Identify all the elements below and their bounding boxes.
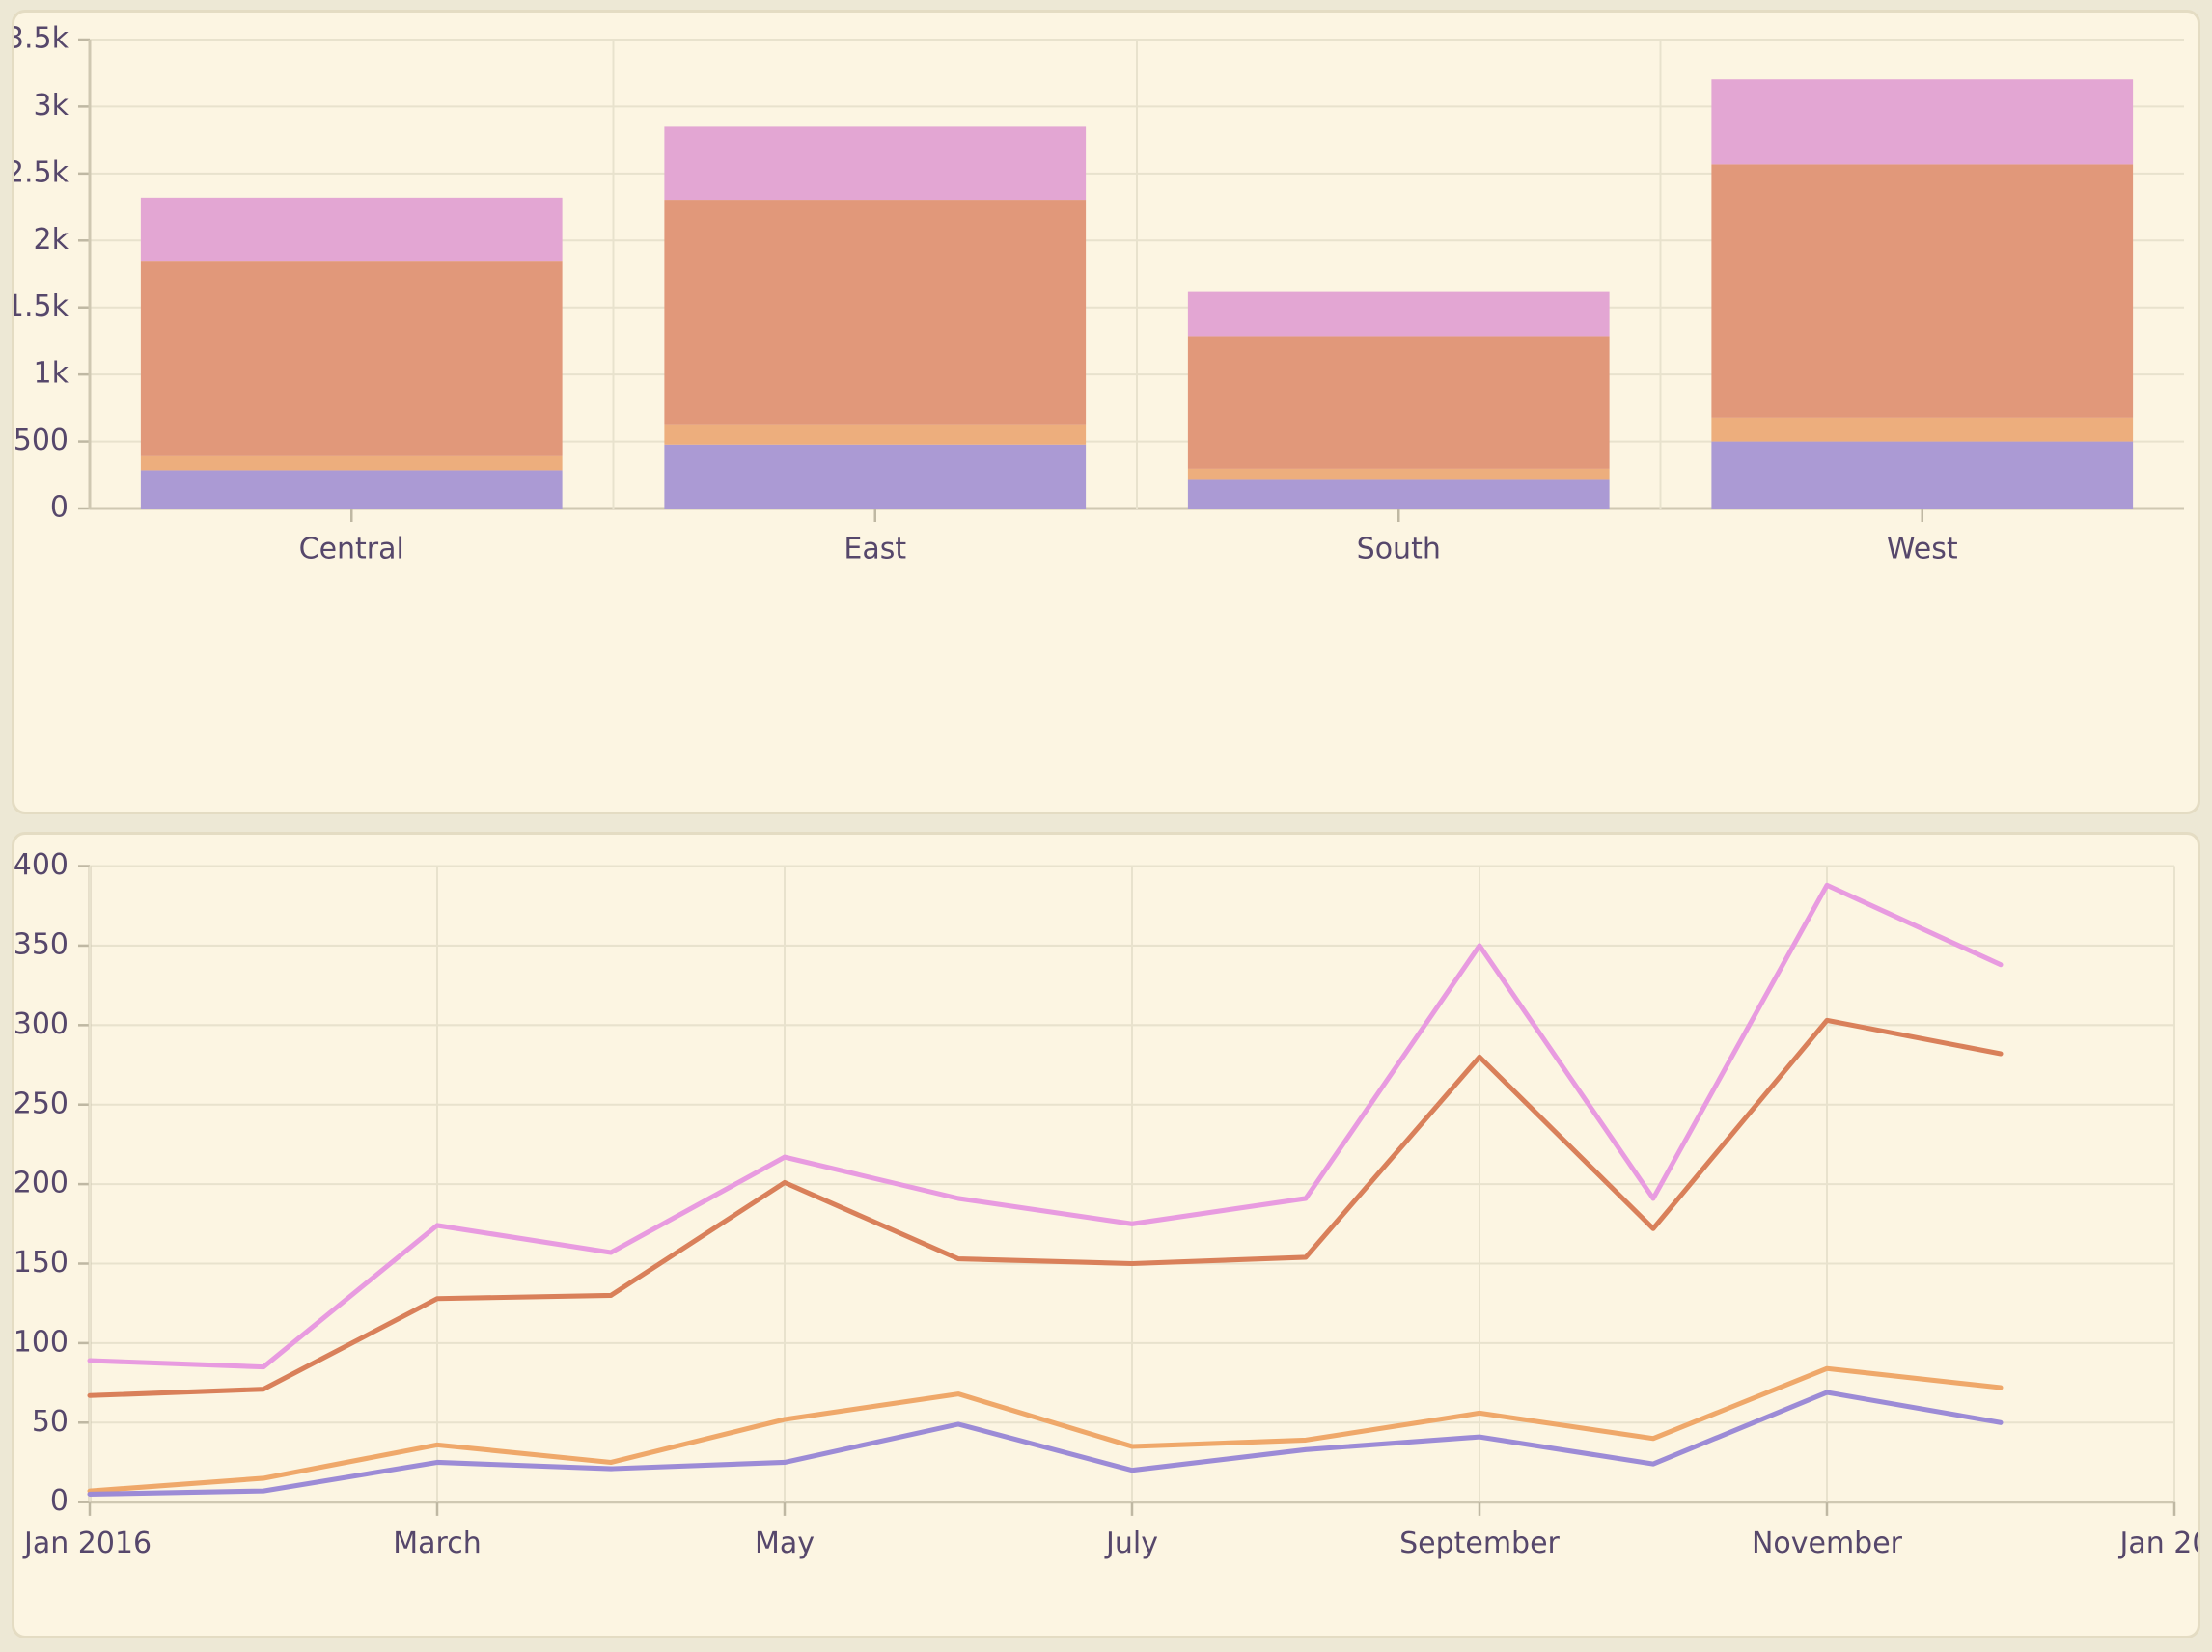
bar-segment[interactable] bbox=[664, 200, 1087, 425]
line-series[interactable] bbox=[87, 1390, 2004, 1497]
line-y-tick-label: 300 bbox=[14, 1007, 69, 1041]
bar-segment[interactable] bbox=[664, 126, 1087, 201]
bar-y-tick-label: 500 bbox=[14, 424, 69, 457]
bar-x-tick-label: East bbox=[843, 533, 906, 566]
bar-segment[interactable] bbox=[1711, 441, 2134, 509]
bar-segment[interactable] bbox=[1187, 336, 1610, 469]
bar-segment[interactable] bbox=[140, 470, 563, 509]
line-x-tick-label: Jan 2016 bbox=[22, 1527, 152, 1560]
line-y-tick-label: 0 bbox=[50, 1484, 69, 1518]
line-y-tick-label: 200 bbox=[14, 1166, 69, 1199]
bar-y-tick-label: 2k bbox=[34, 223, 69, 257]
monthly-line-chart[interactable]: 0 50 100 150 200 250 300 350 400 Jan 2016 March May… bbox=[14, 835, 2198, 1636]
bar-stack[interactable] bbox=[1187, 291, 1610, 509]
line-y-tick-label: 100 bbox=[14, 1325, 69, 1359]
line-x-tick-label: May bbox=[755, 1527, 815, 1560]
bar-segment[interactable] bbox=[664, 444, 1087, 509]
line-x-tick-label: Jan 201 bbox=[2118, 1527, 2198, 1560]
line-y-tick-label: 350 bbox=[14, 927, 69, 961]
line-x-tick-label: November bbox=[1752, 1527, 1903, 1560]
line-chart-panel: 0 50 100 150 200 250 300 350 400 Jan 2016 March May… bbox=[12, 832, 2200, 1638]
bar-stack[interactable] bbox=[1711, 79, 2134, 509]
bar-y-tick-label: 2.5k bbox=[14, 155, 69, 189]
bar-segment[interactable] bbox=[1711, 164, 2134, 418]
bar-x-tick-label: West bbox=[1887, 533, 1958, 566]
bar-y-tick-label: 1.5k bbox=[14, 289, 69, 323]
stacked-bar-chart-panel: 0 500 1k 1.5k 2k 2.5k 3k 3.5k Central East South We… bbox=[12, 10, 2200, 814]
bar-segment[interactable] bbox=[1187, 291, 1610, 337]
bar-y-tick-label: 3k bbox=[34, 89, 69, 123]
line-series[interactable] bbox=[87, 1017, 2004, 1398]
line-x-tick-label: March bbox=[393, 1527, 481, 1560]
line-series[interactable] bbox=[87, 1365, 2004, 1494]
bar-segment[interactable] bbox=[140, 261, 563, 456]
line-y-tick-label: 400 bbox=[14, 848, 69, 882]
bar-segment[interactable] bbox=[1187, 479, 1610, 509]
bar-x-tick-label: Central bbox=[299, 533, 404, 566]
line-series[interactable] bbox=[87, 882, 2004, 1370]
bar-x-tick-label: South bbox=[1357, 533, 1441, 566]
stacked-bar-chart[interactable]: 0 500 1k 1.5k 2k 2.5k 3k 3.5k Central East South We… bbox=[14, 13, 2198, 812]
bar-stack[interactable] bbox=[140, 197, 563, 509]
bar-segment[interactable] bbox=[664, 424, 1087, 445]
bar-segment[interactable] bbox=[1187, 468, 1610, 480]
bar-segment[interactable] bbox=[140, 197, 563, 262]
line-x-tick-label: July bbox=[1104, 1527, 1158, 1560]
bar-segment[interactable] bbox=[1711, 417, 2134, 442]
bar-y-tick-label: 1k bbox=[34, 357, 69, 391]
bar-y-tick-label: 0 bbox=[50, 491, 69, 525]
line-y-tick-label: 250 bbox=[14, 1087, 69, 1120]
line-y-tick-label: 150 bbox=[14, 1246, 69, 1280]
bar-segment[interactable] bbox=[1711, 79, 2134, 165]
bar-y-tick-label: 3.5k bbox=[14, 22, 69, 56]
bar-stack[interactable] bbox=[664, 126, 1087, 509]
bar-segment[interactable] bbox=[140, 455, 563, 471]
line-y-tick-label: 50 bbox=[32, 1405, 69, 1439]
line-x-tick-label: September bbox=[1399, 1527, 1560, 1560]
